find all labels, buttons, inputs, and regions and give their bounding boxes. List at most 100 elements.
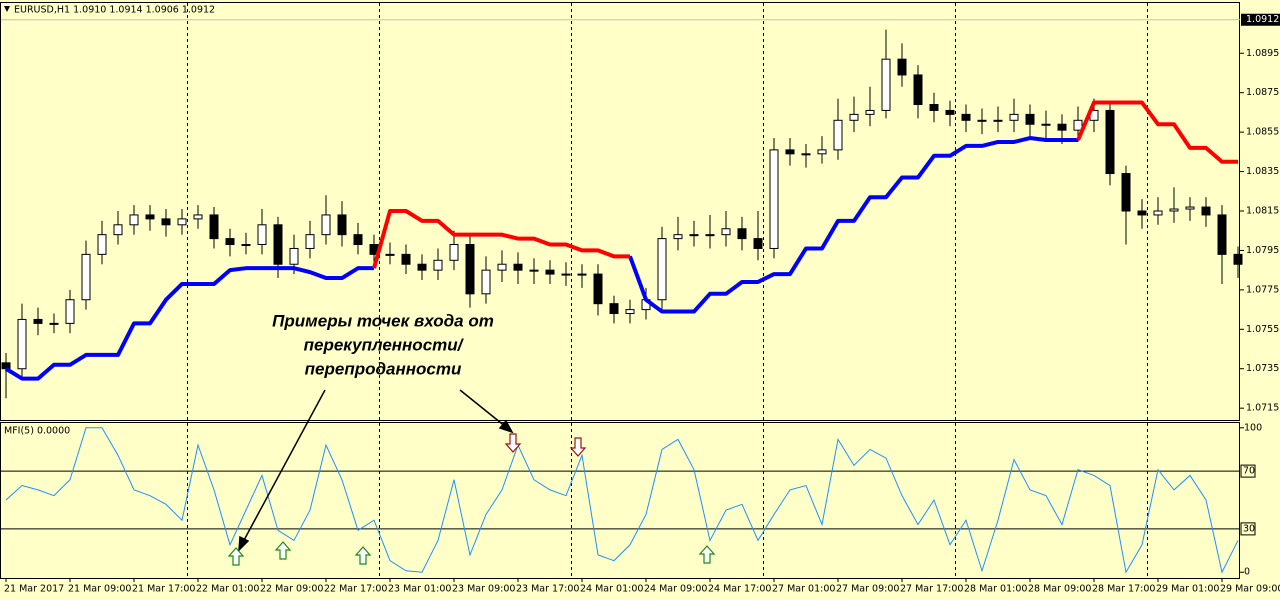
candle-body — [385, 253, 395, 256]
candle-body — [97, 234, 107, 255]
candle-body — [961, 113, 971, 121]
candle-body — [673, 234, 683, 240]
candle-body — [913, 74, 923, 106]
sell-arrow — [569, 437, 587, 457]
x-tick-label: 23 Mar 09:00 — [452, 584, 515, 595]
x-tick-label: 21 Mar 2017 — [4, 584, 64, 595]
y-tick-label: 1.0755 — [1246, 324, 1279, 335]
candle-body — [241, 244, 251, 247]
x-tick-label: 21 Mar 17:00 — [132, 584, 195, 595]
candle-body — [449, 244, 459, 261]
y-tick-label: 1.0875 — [1246, 87, 1279, 98]
buy-arrow — [354, 546, 372, 565]
annotation-arrow — [242, 389, 326, 543]
candle-body — [977, 119, 987, 122]
candle-body — [209, 214, 219, 240]
candle-body — [465, 244, 475, 295]
candle-body — [865, 109, 875, 115]
candle-body — [1009, 113, 1019, 121]
candle-body — [945, 109, 955, 115]
candle-body — [1041, 123, 1051, 126]
candle-body — [49, 322, 59, 325]
buy-signals — [227, 541, 716, 566]
plot: 1.0715 1.0735 1.0755 1.0775 1.0795 1.0815 1.08… — [1, 13, 1280, 595]
candle-body — [769, 149, 779, 249]
candle-body — [257, 224, 267, 246]
candle-body — [529, 269, 539, 272]
buy-arrow — [698, 545, 716, 564]
x-tick-label: 24 Mar 17:00 — [708, 584, 771, 595]
candle-body — [145, 214, 155, 220]
candle-body — [785, 149, 795, 155]
candle-body — [1025, 113, 1035, 125]
mfi-panel — [0, 422, 1240, 579]
x-tick-label: 28 Mar 09:00 — [1028, 584, 1091, 595]
candle-body — [177, 218, 187, 226]
candle-body — [225, 238, 235, 246]
candle-body — [193, 214, 203, 220]
level-box — [1240, 522, 1256, 536]
x-tick-label: 23 Mar 17:00 — [516, 584, 579, 595]
candle-body — [849, 113, 859, 121]
candle-body — [609, 303, 619, 315]
candle-body — [881, 58, 891, 111]
y-tick-label: 1.0835 — [1246, 166, 1279, 177]
current-price-label: 1.0912 — [1246, 14, 1279, 25]
candle-body — [561, 273, 571, 276]
candle-body — [1185, 206, 1195, 210]
y-tick-label: 0 — [1244, 567, 1250, 578]
candle-body — [305, 234, 315, 249]
candle-body — [129, 214, 139, 226]
x-tick-label: 29 Mar 01:00 — [1156, 584, 1219, 595]
candle-body — [801, 153, 811, 156]
candle-body — [817, 149, 827, 155]
level-label: 30 — [1243, 523, 1255, 534]
candle-body — [545, 269, 555, 275]
candle-body — [17, 318, 27, 370]
annotation: перепроданности — [305, 359, 462, 378]
annotation: перекупленности/ — [304, 335, 465, 354]
x-tick-label: 24 Mar 01:00 — [580, 584, 643, 595]
trailing-line — [372, 100, 1238, 269]
buy-arrow — [274, 541, 292, 560]
level-box — [1240, 464, 1256, 478]
arrow-head — [238, 535, 250, 552]
candle-body — [289, 247, 299, 265]
annotation: Примеры точек входа от — [272, 311, 494, 330]
current-price-box — [1241, 13, 1280, 26]
menu-icon — [4, 6, 10, 12]
y-tick-label: 1.0715 — [1246, 403, 1279, 414]
candle-body — [481, 269, 491, 295]
candle-body — [417, 263, 427, 271]
price-panel — [0, 2, 1240, 421]
trailing-line — [4, 136, 1078, 381]
candle-body — [721, 228, 731, 236]
x-tick-label: 22 Mar 09:00 — [260, 584, 323, 595]
candle-body — [81, 253, 91, 301]
sell-arrow — [504, 433, 522, 453]
x-tick-label: 28 Mar 01:00 — [964, 584, 1027, 595]
candle-body — [161, 218, 171, 226]
x-tick-label: 22 Mar 17:00 — [324, 584, 387, 595]
candle-body — [65, 299, 75, 324]
x-tick-label: 27 Mar 09:00 — [836, 584, 899, 595]
candle-body — [737, 228, 747, 240]
candle-body — [1153, 210, 1163, 216]
candle-body — [33, 318, 43, 324]
buy-arrow — [227, 547, 245, 566]
candle-body — [513, 263, 523, 271]
candle-body — [577, 273, 587, 276]
level-label: 70 — [1243, 466, 1255, 477]
y-tick-label: 1.0735 — [1246, 363, 1279, 374]
candle-body — [753, 238, 763, 249]
x-tick-label: 22 Mar 01:00 — [196, 584, 259, 595]
candle-body — [833, 119, 843, 151]
candle-body — [705, 234, 715, 237]
y-tick-label: 1.0795 — [1246, 245, 1279, 256]
candle-body — [1217, 214, 1227, 255]
candle-body — [1169, 208, 1179, 212]
y-tick-label: 100 — [1244, 422, 1262, 433]
y-tick-label: 1.0775 — [1246, 284, 1279, 295]
